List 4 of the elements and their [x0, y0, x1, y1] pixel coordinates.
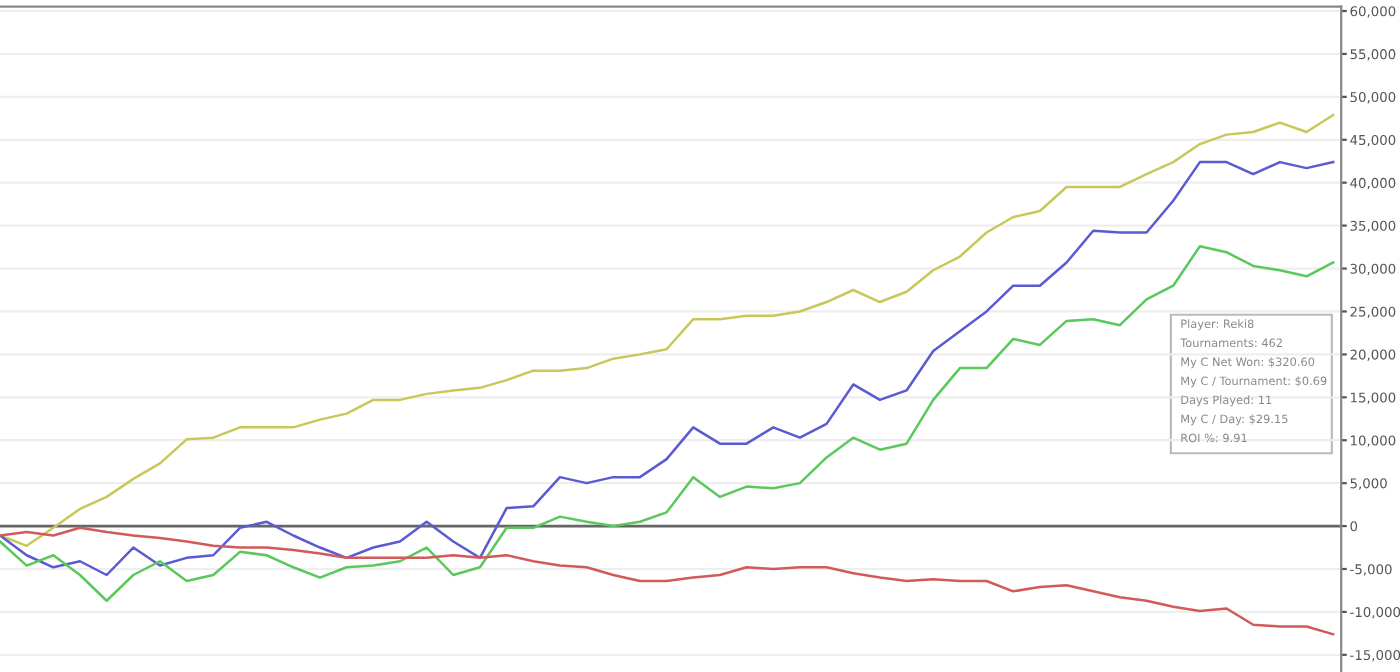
line-series [0, 113, 1335, 548]
line-series [0, 244, 1335, 602]
line-series [0, 160, 1335, 577]
line-series [0, 526, 1335, 636]
